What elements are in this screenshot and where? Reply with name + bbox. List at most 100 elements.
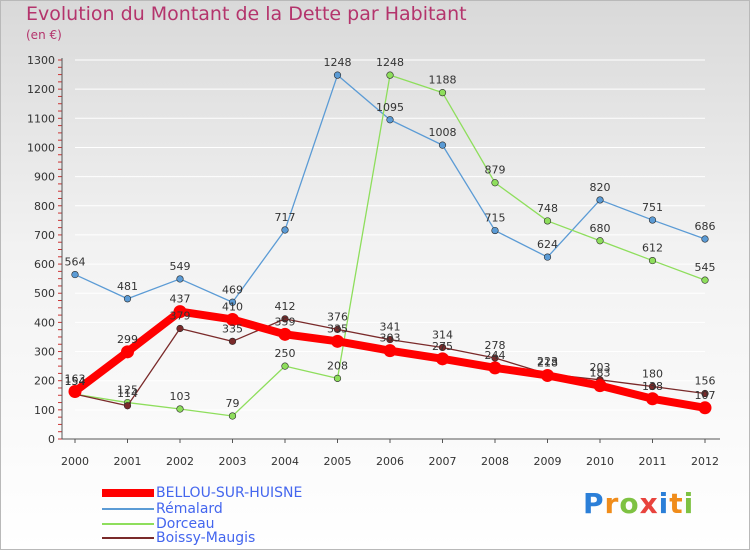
y-tick-label: 1000: [27, 141, 55, 154]
x-tick-label: 2001: [114, 455, 142, 468]
y-tick-label: 600: [34, 258, 55, 271]
data-label: 79: [226, 397, 240, 410]
x-tick-label: 2005: [324, 455, 352, 468]
y-tick-label: 800: [34, 200, 55, 213]
data-label: 1008: [429, 126, 457, 139]
data-point: [701, 276, 709, 284]
y-tick-label: 900: [34, 171, 55, 184]
data-point: [596, 237, 604, 245]
x-tick-label: 2008: [481, 455, 509, 468]
data-point: [646, 392, 659, 406]
data-label: 114: [117, 387, 138, 400]
data-point: [648, 256, 657, 265]
data-label: 244: [485, 349, 506, 362]
x-tick-label: 2011: [639, 455, 667, 468]
data-label: 437: [170, 293, 191, 306]
data-label: 335: [327, 322, 348, 335]
data-label: 218: [537, 356, 558, 369]
logo-letter: x: [639, 487, 659, 520]
data-label: 1248: [376, 56, 404, 69]
data-point: [648, 382, 657, 391]
series-line: [74, 74, 706, 417]
logo-letter: o: [619, 487, 640, 520]
data-label: 303: [380, 332, 401, 345]
data-point: [176, 405, 184, 413]
data-point: [438, 343, 447, 352]
data-label: 686: [695, 220, 716, 233]
x-tick-label: 2003: [219, 455, 247, 468]
data-label: 299: [117, 333, 138, 346]
data-label: 564: [65, 256, 86, 269]
x-tick-label: 2000: [61, 455, 89, 468]
data-label: 359: [275, 315, 296, 328]
data-point: [488, 361, 502, 375]
data-label: 410: [222, 300, 243, 313]
x-tick-label: 2007: [429, 455, 457, 468]
legend-item-remalard: Rémalard: [102, 501, 223, 517]
legend-label: Dorceau: [156, 516, 215, 532]
x-tick-label: 2006: [376, 455, 404, 468]
data-label: 183: [590, 367, 611, 380]
data-point: [281, 315, 289, 323]
data-label: 335: [222, 322, 243, 335]
data-label: 341: [380, 321, 401, 334]
proxiti-logo: Proxiti: [583, 487, 694, 520]
data-point: [701, 389, 709, 398]
legend-label: Rémalard: [156, 501, 223, 517]
legend-item-dorceau: Dorceau: [102, 516, 215, 532]
legend-swatch: [102, 489, 154, 497]
x-tick-label: 2009: [534, 455, 562, 468]
data-label: 549: [170, 260, 191, 273]
data-point: [278, 327, 292, 341]
data-point: [543, 253, 552, 261]
data-point: [541, 368, 554, 382]
data-label: 680: [590, 222, 611, 235]
y-tick-label: 400: [34, 316, 55, 329]
data-label: 545: [695, 261, 716, 274]
legend-swatch: [102, 523, 154, 525]
legend-label: Boissy-Maugis: [156, 530, 256, 546]
data-point: [386, 335, 394, 344]
data-point: [438, 141, 447, 149]
data-label: 748: [537, 202, 558, 215]
y-tick-label: 700: [34, 229, 55, 242]
data-label: 203: [590, 361, 611, 374]
x-tick-label: 2010: [586, 455, 614, 468]
logo-letter: P: [583, 487, 605, 520]
data-point: [436, 352, 449, 366]
data-label: 820: [590, 181, 611, 194]
data-label: 138: [642, 380, 663, 393]
data-label: 469: [222, 283, 243, 296]
data-point: [68, 384, 82, 398]
data-point: [648, 216, 657, 224]
logo-letter: r: [604, 487, 620, 520]
data-label: 612: [642, 242, 663, 255]
data-point: [596, 196, 604, 204]
legend-label: BELLOU-SUR-HUISNE: [156, 485, 303, 501]
data-point: [228, 337, 237, 345]
data-point: [281, 226, 289, 234]
data-label: 125: [117, 384, 138, 397]
data-point: [123, 402, 132, 410]
data-label: 250: [275, 347, 296, 360]
y-tick-label: 500: [34, 287, 55, 300]
data-point: [383, 344, 397, 358]
x-tick-label: 2004: [271, 455, 299, 468]
y-tick-label: 1200: [27, 83, 55, 96]
data-point: [491, 179, 499, 187]
y-tick-label: 300: [34, 346, 55, 359]
data-label: 717: [275, 211, 296, 224]
data-label: 879: [485, 164, 506, 177]
data-label: 156: [695, 375, 716, 388]
x-tick-label: 2012: [691, 455, 719, 468]
data-point: [281, 362, 289, 370]
data-point: [226, 312, 239, 326]
y-tick-label: 200: [34, 375, 55, 388]
y-tick-label: 1100: [27, 112, 55, 125]
data-point: [543, 217, 552, 225]
data-point: [333, 374, 342, 382]
data-point: [438, 89, 447, 97]
data-point: [71, 270, 79, 279]
data-label: 154: [65, 375, 86, 388]
